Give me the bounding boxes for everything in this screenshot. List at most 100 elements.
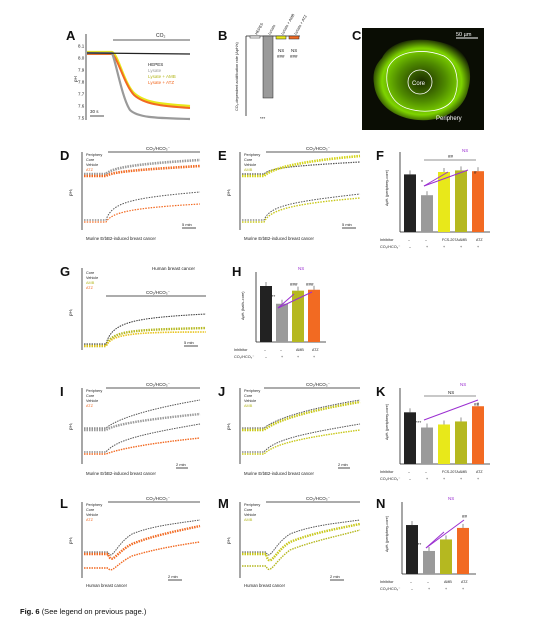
svg-text:Vehicle: Vehicle xyxy=(86,513,98,517)
svg-text:AMB: AMB xyxy=(244,518,253,522)
svg-text:50 µm: 50 µm xyxy=(456,32,472,38)
panel-n-inhibitor-label: – xyxy=(410,580,412,584)
panel-b-category-label: Lysate + ATZ xyxy=(293,14,308,36)
svg-text:ΔpHᵢ (periphery-core): ΔpHᵢ (periphery-core) xyxy=(385,403,389,440)
svg-text:CO₂/HCO₃⁻: CO₂/HCO₃⁻ xyxy=(380,587,400,591)
svg-text:Core: Core xyxy=(86,394,94,398)
panel-f-bar xyxy=(421,195,433,232)
panel-n-co2-label: – xyxy=(411,587,413,591)
svg-text:Murine ErbB2-induced breast ca: Murine ErbB2-induced breast cancer xyxy=(244,236,315,241)
panel-n-bar xyxy=(440,539,452,574)
svg-text:Vehicle: Vehicle xyxy=(244,399,256,403)
panel-h-inhibitor-label: – xyxy=(280,348,282,352)
svg-text:#: # xyxy=(474,170,477,175)
panel-a-ytick: 7.7 xyxy=(78,92,85,97)
svg-text:pHᵢ: pHᵢ xyxy=(68,189,73,196)
panel-letter-c: C xyxy=(352,28,362,43)
svg-text:Inhibitor: Inhibitor xyxy=(380,470,394,474)
panel-f-co2-label: – xyxy=(409,245,411,249)
svg-text:Core: Core xyxy=(244,158,252,162)
svg-text:CO₂/HCO₃⁻: CO₂/HCO₃⁻ xyxy=(234,355,254,359)
panel-h-co2-label: + xyxy=(297,355,299,359)
panel-a-trace: 8.1 8.0 7.9 7.8 7.7 7.6 7.5 CO₂ 30 s HEPES Lys… xyxy=(73,33,191,121)
panel-h-inhibitor-label: – xyxy=(264,348,266,352)
panel-h-inhibitor-label: ATZ xyxy=(312,348,319,352)
svg-text:NS: NS xyxy=(298,266,304,271)
svg-text:Vehicle: Vehicle xyxy=(244,513,256,517)
svg-text:ΔpHᵢ (periphery-core): ΔpHᵢ (periphery-core) xyxy=(385,169,389,206)
svg-text:30 s: 30 s xyxy=(90,109,99,114)
panel-letter-l: L xyxy=(60,496,68,511)
svg-text:Periphery: Periphery xyxy=(244,153,260,157)
svg-text:CO₂/HCO₃⁻: CO₂/HCO₃⁻ xyxy=(306,146,331,151)
panel-j-trace: CO₂/HCO₃⁻ Periphery Core Vehicle AMB 2 m… xyxy=(226,382,361,476)
svg-text:Vehicle: Vehicle xyxy=(86,276,98,280)
svg-text:NS: NS xyxy=(291,48,297,53)
panel-f-co2-label: + xyxy=(477,245,479,249)
svg-text:Periphery: Periphery xyxy=(244,503,260,507)
svg-text:pHᵢ: pHᵢ xyxy=(226,423,231,430)
panel-n-bar xyxy=(423,550,435,574)
svg-text:ΔpHᵢ (bath–core): ΔpHᵢ (bath–core) xyxy=(241,291,245,320)
panel-h-co2-label: + xyxy=(313,355,315,359)
panel-n-bar-chart: NS *** ## ΔpHᵢ (periphery-core) Inhibito… xyxy=(380,496,476,591)
svg-text:Lysate: Lysate xyxy=(148,68,162,73)
panel-n-inhibitor-label: – xyxy=(427,580,429,584)
svg-text:pHᵢ: pHᵢ xyxy=(68,309,73,316)
svg-text:ATZ: ATZ xyxy=(86,404,94,408)
figure-caption: Fig. 6 (See legend on previous page.) xyxy=(20,607,146,616)
svg-text:5 min: 5 min xyxy=(182,222,192,227)
svg-text:Core: Core xyxy=(244,508,252,512)
panel-k-bar xyxy=(438,424,450,464)
panel-letter-b: B xyxy=(218,28,228,43)
svg-text:Human breast cancer: Human breast cancer xyxy=(244,583,286,588)
panel-f-inhibitor-label: – xyxy=(408,238,410,242)
panel-k-inhibitor-label: ATZ xyxy=(476,470,483,474)
panel-a-ytick: 7.8 xyxy=(78,80,85,85)
svg-text:***: *** xyxy=(260,116,266,121)
panel-n-inhibitor-label: AMB xyxy=(444,580,452,584)
panel-n-co2-label: + xyxy=(445,587,447,591)
panel-n-inhibitor-label: ATZ xyxy=(461,580,468,584)
panel-n-co2-label: + xyxy=(462,587,464,591)
svg-text:CO₂/HCO₃⁻: CO₂/HCO₃⁻ xyxy=(306,382,331,387)
svg-text:##: ## xyxy=(462,514,468,519)
panel-n-bar xyxy=(457,527,469,574)
panel-f-bar xyxy=(404,174,416,232)
panel-letter-j: J xyxy=(218,384,226,399)
panel-e-trace: CO₂/HCO₃⁻ Periphery Core Vehicle AMB 5 m… xyxy=(226,146,361,241)
svg-text:Vehicle: Vehicle xyxy=(244,163,256,167)
panel-h-bar xyxy=(260,286,272,342)
panel-l-trace: CO₂/HCO₃⁻ Periphery Core Vehicle ATZ 2 m… xyxy=(68,496,201,588)
svg-text:Vehicle: Vehicle xyxy=(86,399,98,403)
panel-m-trace: CO₂/HCO₃⁻ Periphery Core Vehicle AMB 2 m… xyxy=(226,496,361,588)
panel-h-bar-chart: NS *** ### ### ΔpHᵢ (bath–core) Inhibito… xyxy=(234,266,326,359)
panel-k-bar-chart: NS NS *** ## ΔpHᵢ (periphery-core) Inhib… xyxy=(380,382,490,481)
svg-text:NS: NS xyxy=(460,382,466,387)
panel-f-inhibitor-label: ATZ xyxy=(476,238,483,242)
panel-k-inhibitor-label: – xyxy=(408,470,410,474)
panel-k-inhibitor-label: – xyxy=(425,470,427,474)
svg-text:CO₂/HCO₃⁻: CO₂/HCO₃⁻ xyxy=(306,496,331,501)
svg-text:CO₂/HCO₃⁻: CO₂/HCO₃⁻ xyxy=(146,290,171,295)
panel-letter-m: M xyxy=(218,496,229,511)
svg-text:5 min: 5 min xyxy=(342,222,352,227)
svg-text:###: ### xyxy=(290,54,298,59)
svg-text:ΔpHᵢ (periphery-core): ΔpHᵢ (periphery-core) xyxy=(385,515,389,552)
panel-f-bar xyxy=(438,172,450,232)
svg-text:Human breast cancer: Human breast cancer xyxy=(86,583,128,588)
panel-a-ytick: 8.1 xyxy=(78,44,85,49)
svg-text:HEPES: HEPES xyxy=(148,62,163,67)
panel-d-trace: CO₂/HCO₃⁻ Periphery Core Vehicle ATZ 5 m… xyxy=(68,146,201,241)
panel-b-category-label: Lysate xyxy=(267,24,276,36)
panel-k-bar xyxy=(404,412,416,464)
svg-text:Core: Core xyxy=(244,394,252,398)
panel-b-bar xyxy=(262,35,274,99)
panel-letter-k: K xyxy=(376,384,386,399)
panel-f-bar xyxy=(455,170,467,232)
svg-text:Inhibitor: Inhibitor xyxy=(234,348,248,352)
svg-text:Murine ErbB2-induced breast ca: Murine ErbB2-induced breast cancer xyxy=(86,471,157,476)
panel-h-inhibitor-label: AMB xyxy=(296,348,304,352)
svg-text:Core: Core xyxy=(86,271,94,275)
panel-a-ytick: 7.5 xyxy=(78,116,85,121)
